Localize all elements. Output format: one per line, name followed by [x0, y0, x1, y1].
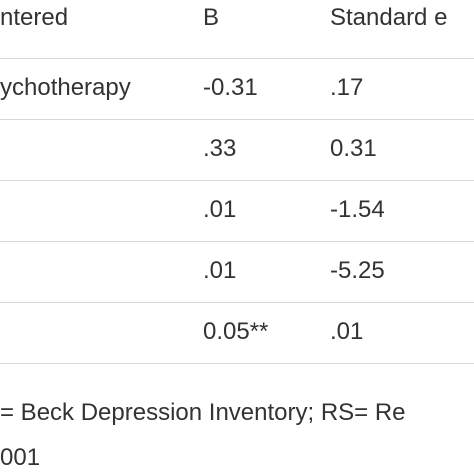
header-cell: ntered [0, 4, 69, 31]
cell: .17 [330, 74, 364, 101]
row-label: ychotherapy [0, 74, 131, 101]
footnote-line: = Beck Depression Inventory; RS= Re [0, 399, 406, 426]
cell: .01 [203, 257, 237, 284]
cell: 0.31 [330, 135, 377, 162]
cell: -0.31 [203, 74, 258, 101]
cell: -1.54 [330, 196, 385, 223]
cell: .33 [203, 135, 237, 162]
row-divider [0, 58, 474, 59]
header-cell: Standard e [330, 4, 448, 31]
row-divider [0, 302, 474, 303]
header-cell: B [203, 4, 220, 31]
cell: .01 [330, 318, 364, 345]
row-divider [0, 180, 474, 181]
cell: .01 [203, 196, 237, 223]
footnote-line: 001 [0, 444, 41, 471]
cell: -5.25 [330, 257, 385, 284]
row-divider [0, 363, 474, 364]
cell: 0.05** [203, 318, 269, 345]
row-divider [0, 119, 474, 120]
row-divider [0, 241, 474, 242]
